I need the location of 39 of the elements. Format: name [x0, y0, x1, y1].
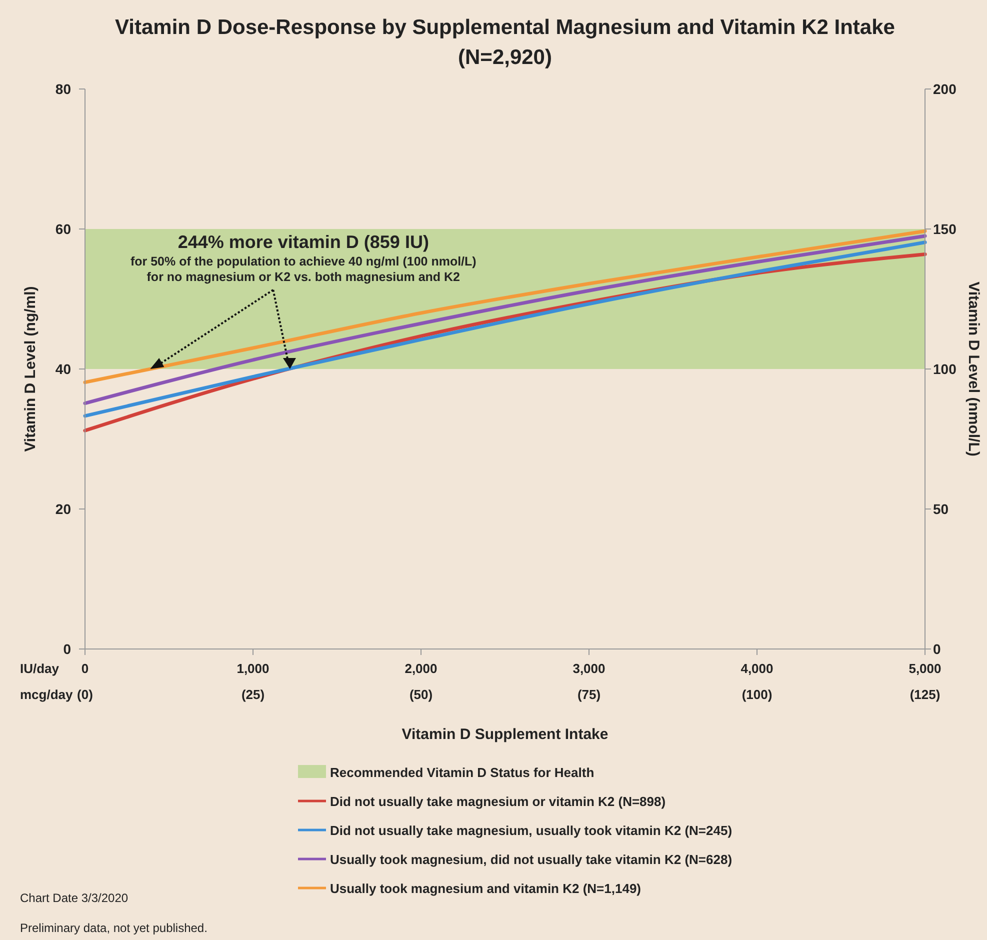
x-axis-title: Vitamin D Supplement Intake: [402, 726, 608, 743]
x-tick-label: 1,000: [236, 661, 270, 676]
y-axis-title: Vitamin D Level (ng/ml): [22, 286, 39, 452]
x2-tick-label: (125): [910, 687, 940, 702]
legend-label: Recommended Vitamin D Status for Health: [330, 765, 594, 780]
text: IU/day: [20, 661, 60, 676]
y2-tick-label: 0: [933, 641, 941, 657]
y2-tick-label: 200: [933, 81, 957, 97]
x-tick-label: 3,000: [572, 661, 606, 676]
x2-tick-label: (50): [409, 687, 433, 702]
x2-tick-label: (0): [77, 687, 93, 702]
y-tick-label: 0: [63, 641, 72, 657]
y-tick-label: 60: [55, 221, 72, 237]
y-tick-label: 40: [55, 361, 72, 377]
legend-label: Usually took magnesium, did not usually take vitamin K2 (N=628): [330, 852, 732, 867]
x2-tick-label: (75): [577, 687, 601, 702]
y-tick-label: 80: [55, 81, 72, 97]
x-tick-label: 4,000: [740, 661, 774, 676]
x2-tick-label: (100): [742, 687, 772, 702]
annotation: for 50% of the population to achieve 40 ng/ml (100 nmol/L): [130, 254, 476, 268]
y2-axis-title: Vitamin D Level (nmol/L): [965, 282, 982, 456]
x2-tick-label: (25): [241, 687, 265, 702]
y2-tick-label: 150: [933, 221, 957, 237]
text: Preliminary data, not yet published.: [20, 921, 208, 935]
legend-label: Did not usually take magnesium or vitamin K2 (N=898): [330, 794, 666, 809]
chart-title: Vitamin D Dose-Response by Supplemental Magnesium and Vitamin K2 Intake: [115, 16, 895, 39]
text: Chart Date 3/3/2020: [20, 891, 128, 905]
legend-label: Did not usually take magnesium, usually took vitamin K2 (N=245): [330, 823, 732, 838]
x-tick-label: 5,000: [908, 661, 942, 676]
y2-tick-label: 100: [933, 361, 957, 377]
annotation: for no magnesium or K2 vs. both magnesium and K2: [146, 270, 460, 284]
x-tick-label: 0: [81, 661, 89, 676]
chart-subtitle: (N=2,920): [458, 46, 552, 69]
y2-tick-label: 50: [933, 501, 949, 517]
x-tick-label: 2,000: [404, 661, 438, 676]
legend-label: Usually took magnesium and vitamin K2 (N=1,149): [330, 881, 642, 896]
annotation: 244% more vitamin D (859 IU): [178, 232, 429, 252]
y-tick-label: 20: [55, 501, 72, 517]
text: mcg/day: [20, 687, 74, 702]
